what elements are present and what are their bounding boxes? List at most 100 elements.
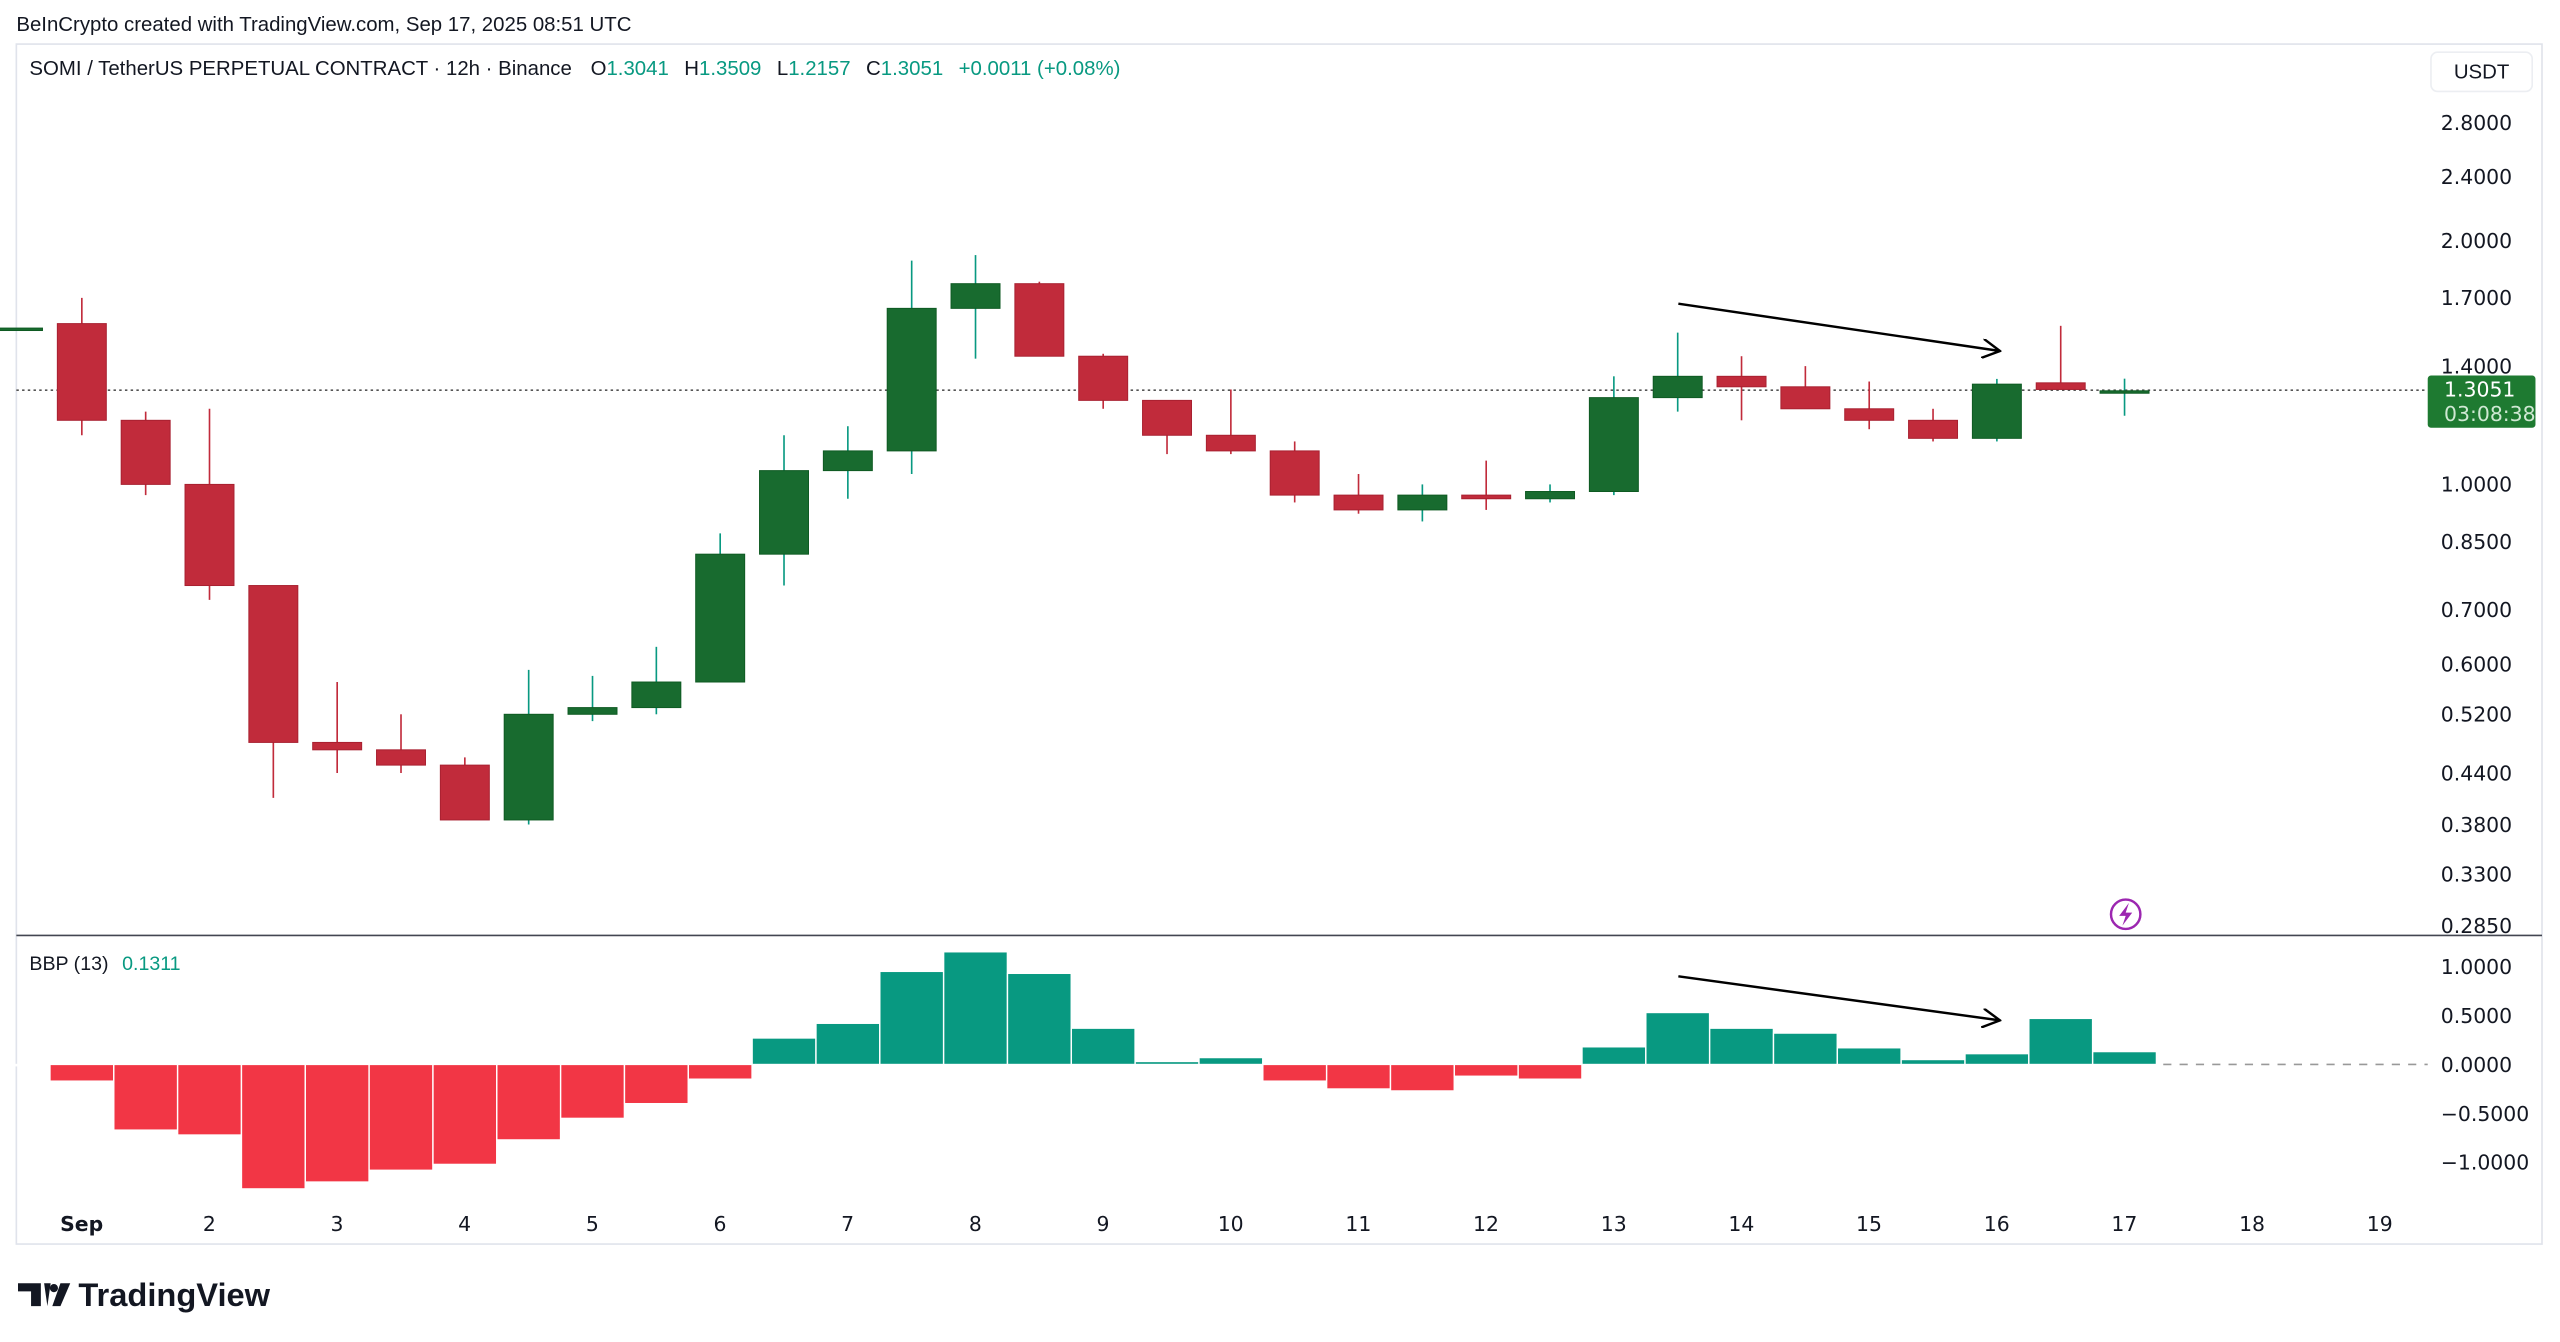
candle xyxy=(950,255,1001,359)
candle xyxy=(886,260,937,475)
candle-body xyxy=(822,450,873,472)
candle xyxy=(1461,460,1512,510)
bbp-bar xyxy=(815,1022,881,1066)
symbol-title: SOMI / TetherUS PERPETUAL CONTRACT · 12h… xyxy=(29,58,571,80)
bbp-pane xyxy=(0,951,2158,1190)
bbp-bar xyxy=(1262,1063,1328,1082)
candle-body xyxy=(567,707,618,715)
bbp-bar xyxy=(1900,1058,1966,1066)
candle-body xyxy=(376,749,426,766)
bbp-bar xyxy=(943,951,1009,1066)
time-tick-label: 13 xyxy=(1601,1212,1627,1236)
candle-body xyxy=(1142,399,1193,436)
tradingview-logo-text: TradingView xyxy=(78,1276,270,1313)
candle xyxy=(2035,325,2086,390)
bbp-tick-label: 0.5000 xyxy=(2441,1004,2512,1028)
currency-button[interactable]: USDT xyxy=(2430,51,2534,93)
candle xyxy=(376,714,426,774)
candle xyxy=(759,435,809,586)
candle xyxy=(503,669,554,825)
candle-body xyxy=(1525,491,1576,500)
price-tick-label: 0.3300 xyxy=(2441,862,2512,886)
last-price-value: 1.3051 xyxy=(2444,378,2515,402)
candle-body xyxy=(1652,375,1703,399)
time-tick-label: 12 xyxy=(1473,1212,1499,1236)
candle-body xyxy=(1333,494,1384,511)
candle xyxy=(1333,474,1384,514)
bbp-axis[interactable]: 1.0000 0.5000 0.0000 −0.5000 −1.0000 xyxy=(2441,955,2529,1175)
time-tick-label: 11 xyxy=(1345,1212,1371,1236)
time-tick-label: 6 xyxy=(714,1212,727,1236)
tradingview-logo[interactable]: TradingView xyxy=(17,1276,271,1313)
bbp-bar xyxy=(1134,1060,1200,1066)
open-value: 1.3041 xyxy=(606,58,668,80)
time-tick-label: 14 xyxy=(1728,1212,1754,1236)
close-label: C xyxy=(866,58,881,80)
bbp-bar xyxy=(687,1063,753,1080)
candle-body xyxy=(886,307,937,452)
candle-body xyxy=(1397,494,1448,511)
candle xyxy=(1588,376,1639,496)
time-tick-label: 3 xyxy=(331,1212,344,1236)
bbp-trend-arrow[interactable] xyxy=(1678,975,2000,1020)
candle xyxy=(1205,389,1256,455)
price-tick-label: 1.4000 xyxy=(2441,354,2512,378)
bbp-bar xyxy=(560,1063,625,1119)
bbp-bar xyxy=(1772,1032,1838,1066)
candle xyxy=(567,675,618,722)
price-axis[interactable]: 2.8000 2.4000 2.0000 1.7000 1.4000 1.0000 0.85… xyxy=(2441,111,2512,938)
lightning-bolt-icon[interactable] xyxy=(2109,898,2142,931)
price-tick-label: 0.5200 xyxy=(2441,703,2512,727)
bbp-bar xyxy=(177,1063,242,1136)
price-tick-label: 0.7000 xyxy=(2441,598,2512,622)
indicator-legend: BBP (13) 0.1311 xyxy=(29,953,180,975)
time-tick-label: 17 xyxy=(2111,1212,2137,1236)
bbp-tick-label: 0.0000 xyxy=(2441,1053,2512,1077)
time-tick-label: 9 xyxy=(1097,1212,1110,1236)
low-value: 1.2157 xyxy=(788,58,850,80)
bbp-bar xyxy=(1836,1047,1902,1066)
candle-body xyxy=(1078,355,1129,401)
change-value: +0.0011 (+0.08%) xyxy=(959,58,1121,80)
price-trend-arrow[interactable] xyxy=(1678,302,2000,351)
price-tick-label: 0.8500 xyxy=(2441,530,2512,554)
bar-countdown: 03:08:38 xyxy=(2444,402,2536,426)
bbp-bar xyxy=(623,1063,689,1105)
candle-body xyxy=(759,470,809,555)
candle xyxy=(0,327,43,332)
candle-body xyxy=(439,764,490,821)
candle xyxy=(1780,366,1831,410)
candle xyxy=(1716,356,1767,421)
time-tick-label: 7 xyxy=(841,1212,854,1236)
bbp-tick-label: −0.5000 xyxy=(2441,1102,2529,1126)
candle-body xyxy=(1908,419,1959,439)
candle xyxy=(1652,332,1703,412)
time-tick-label: 5 xyxy=(586,1212,599,1236)
time-tick-label: 16 xyxy=(1984,1212,2010,1236)
bbp-bar xyxy=(1581,1046,1647,1066)
candle xyxy=(120,411,171,496)
candle-body xyxy=(1461,494,1512,500)
candle-body xyxy=(631,681,682,709)
currency-label: USDT xyxy=(2454,61,2510,83)
time-tick-label: 18 xyxy=(2239,1212,2265,1236)
credit-text: BeInCrypto created with TradingView.com,… xyxy=(16,14,631,36)
candle-body xyxy=(184,483,235,587)
indicator-name: BBP (13) xyxy=(29,953,108,975)
bbp-bar xyxy=(751,1037,817,1066)
chart-frame xyxy=(15,43,2543,1245)
time-axis[interactable]: Sep 2 3 4 5 6 7 8 9 10 11 12 13 14 15 16 17 18 19 xyxy=(60,1212,2393,1236)
bbp-tick-label: 1.0000 xyxy=(2441,955,2512,979)
price-tick-label: 0.2850 xyxy=(2441,914,2512,938)
bbp-bar xyxy=(1389,1063,1455,1092)
bbp-bar xyxy=(1517,1063,1583,1080)
indicator-value: 0.1311 xyxy=(122,953,180,975)
bbp-bar xyxy=(1645,1011,1711,1066)
candle xyxy=(1908,408,1959,442)
candle xyxy=(56,297,107,436)
bbp-bar xyxy=(1326,1063,1392,1090)
bbp-bar xyxy=(1198,1056,1264,1066)
candle-body xyxy=(1014,283,1065,357)
time-tick-label: 2 xyxy=(203,1212,216,1236)
